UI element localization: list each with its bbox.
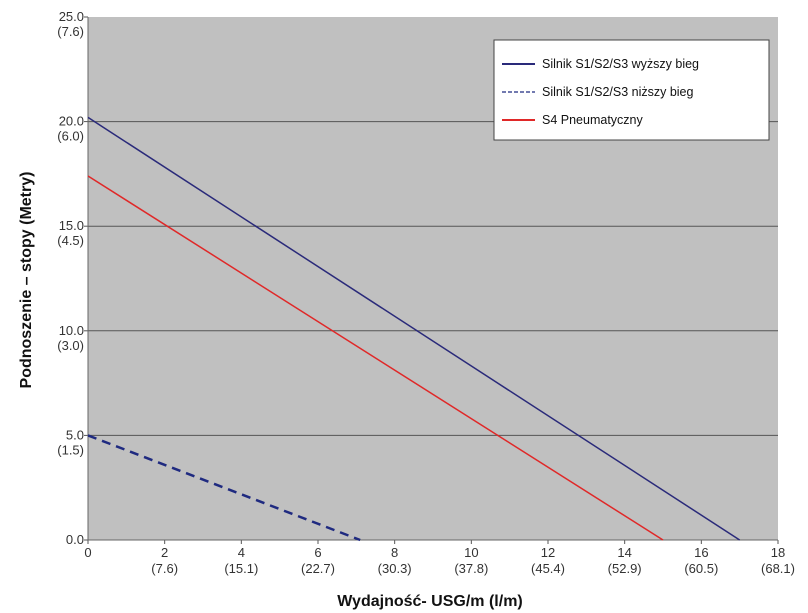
- x-tick-sublabel: (37.8): [454, 561, 488, 576]
- y-tick-label: 15.0: [59, 218, 84, 233]
- legend-label: Silnik S1/S2/S3 wyższy bieg: [542, 57, 699, 71]
- y-tick-sublabel: (6.0): [57, 129, 84, 144]
- y-tick-label: 5.0: [66, 427, 84, 442]
- x-tick-label: 2: [161, 545, 168, 560]
- x-tick-sublabel: (15.1): [224, 561, 258, 576]
- x-tick-label: 8: [391, 545, 398, 560]
- x-tick-label: 4: [238, 545, 245, 560]
- x-tick-label: 14: [617, 545, 631, 560]
- y-tick-sublabel: (3.0): [57, 338, 84, 353]
- legend-label: Silnik S1/S2/S3 niższy bieg: [542, 85, 694, 99]
- x-tick-sublabel: (7.6): [151, 561, 178, 576]
- series-line: [87, 175, 664, 541]
- y-tick-label: 20.0: [59, 114, 84, 129]
- y-tick-label: 0.0: [66, 532, 84, 547]
- x-tick-label: 18: [771, 545, 785, 560]
- y-tick-sublabel: (1.5): [57, 442, 84, 457]
- x-axis-label: Wydajność- USG/m (l/m): [337, 593, 523, 610]
- x-tick-label: 12: [541, 545, 555, 560]
- y-tick-label: 25.0: [59, 9, 84, 24]
- y-tick-sublabel: (4.5): [57, 233, 84, 248]
- series-line: [87, 116, 741, 541]
- x-tick-sublabel: (30.3): [378, 561, 412, 576]
- series-line: [87, 434, 361, 542]
- x-tick-sublabel: (45.4): [531, 561, 565, 576]
- x-tick-sublabel: (22.7): [301, 561, 335, 576]
- x-tick-label: 6: [314, 545, 321, 560]
- x-tick-label: 0: [84, 545, 91, 560]
- x-tick-sublabel: (60.5): [684, 561, 718, 576]
- legend: [493, 39, 770, 141]
- x-tick-label: 16: [694, 545, 708, 560]
- y-axis-label: Podnoszenie – stopy (Metry): [18, 172, 35, 389]
- legend-label: S4 Pneumatyczny: [542, 113, 643, 127]
- y-tick-label: 10.0: [59, 323, 84, 338]
- x-tick-sublabel: (68.1): [761, 561, 795, 576]
- x-tick-sublabel: (52.9): [608, 561, 642, 576]
- x-tick-label: 10: [464, 545, 478, 560]
- y-tick-sublabel: (7.6): [57, 24, 84, 39]
